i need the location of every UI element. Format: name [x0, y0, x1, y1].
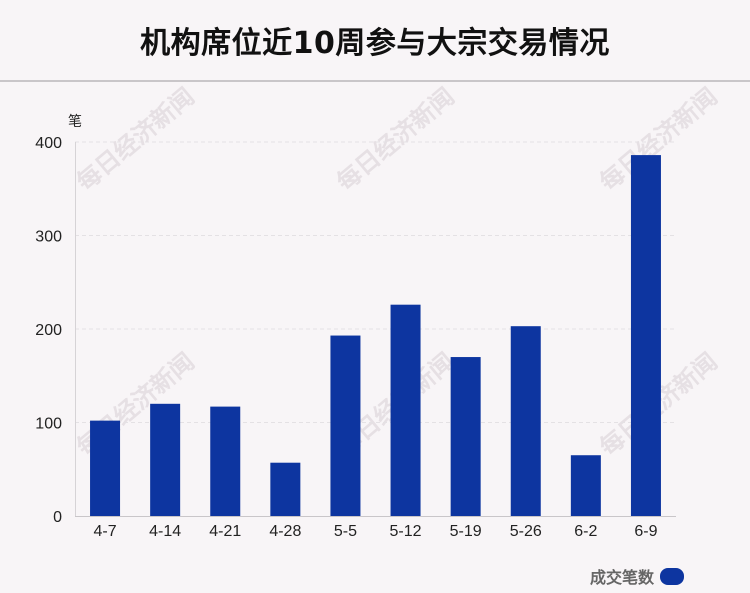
gridlines	[75, 141, 676, 423]
bar-4-7	[90, 420, 121, 516]
bar-6-2	[570, 455, 601, 516]
y-tick-label: 400	[35, 135, 62, 152]
y-axis-ticks: 0 100 200 300 400	[35, 135, 62, 526]
bar-4-21	[210, 406, 241, 516]
legend: 成交笔数	[590, 564, 684, 588]
x-tick-label: 6-2	[574, 523, 597, 540]
x-tick-label: 4-21	[209, 523, 241, 540]
bar-5-12	[390, 304, 421, 516]
y-tick-label: 200	[35, 322, 62, 339]
x-tick-label: 5-5	[334, 523, 357, 540]
x-tick-label: 4-28	[269, 523, 301, 540]
bar-5-26	[510, 326, 541, 516]
bar-4-28	[270, 462, 301, 516]
x-tick-label: 4-7	[93, 523, 116, 540]
x-axis-ticks: 4-7 4-14 4-21 4-28 5-5 5-12 5-19 5-26 6-2 6-9	[93, 523, 657, 540]
y-tick-label: 300	[35, 229, 62, 246]
y-tick-label: 0	[53, 509, 62, 526]
x-tick-label: 5-12	[390, 523, 422, 540]
chart-title: 机构席位近10周参与大宗交易情况	[140, 26, 610, 61]
x-tick-label: 5-26	[510, 523, 542, 540]
bar-4-14	[150, 403, 181, 516]
x-tick-label: 6-9	[634, 523, 657, 540]
bar-5-5	[330, 335, 361, 516]
y-axis-unit: 笔	[68, 114, 82, 130]
bars	[90, 155, 661, 516]
title-divider	[0, 80, 750, 82]
y-tick-label: 100	[35, 416, 62, 433]
legend-label: 成交笔数	[589, 568, 654, 587]
x-tick-label: 5-19	[450, 523, 482, 540]
bar-5-19	[450, 357, 481, 516]
legend-swatch	[660, 567, 684, 585]
bar-6-9	[630, 155, 661, 516]
x-tick-label: 4-14	[149, 523, 181, 540]
